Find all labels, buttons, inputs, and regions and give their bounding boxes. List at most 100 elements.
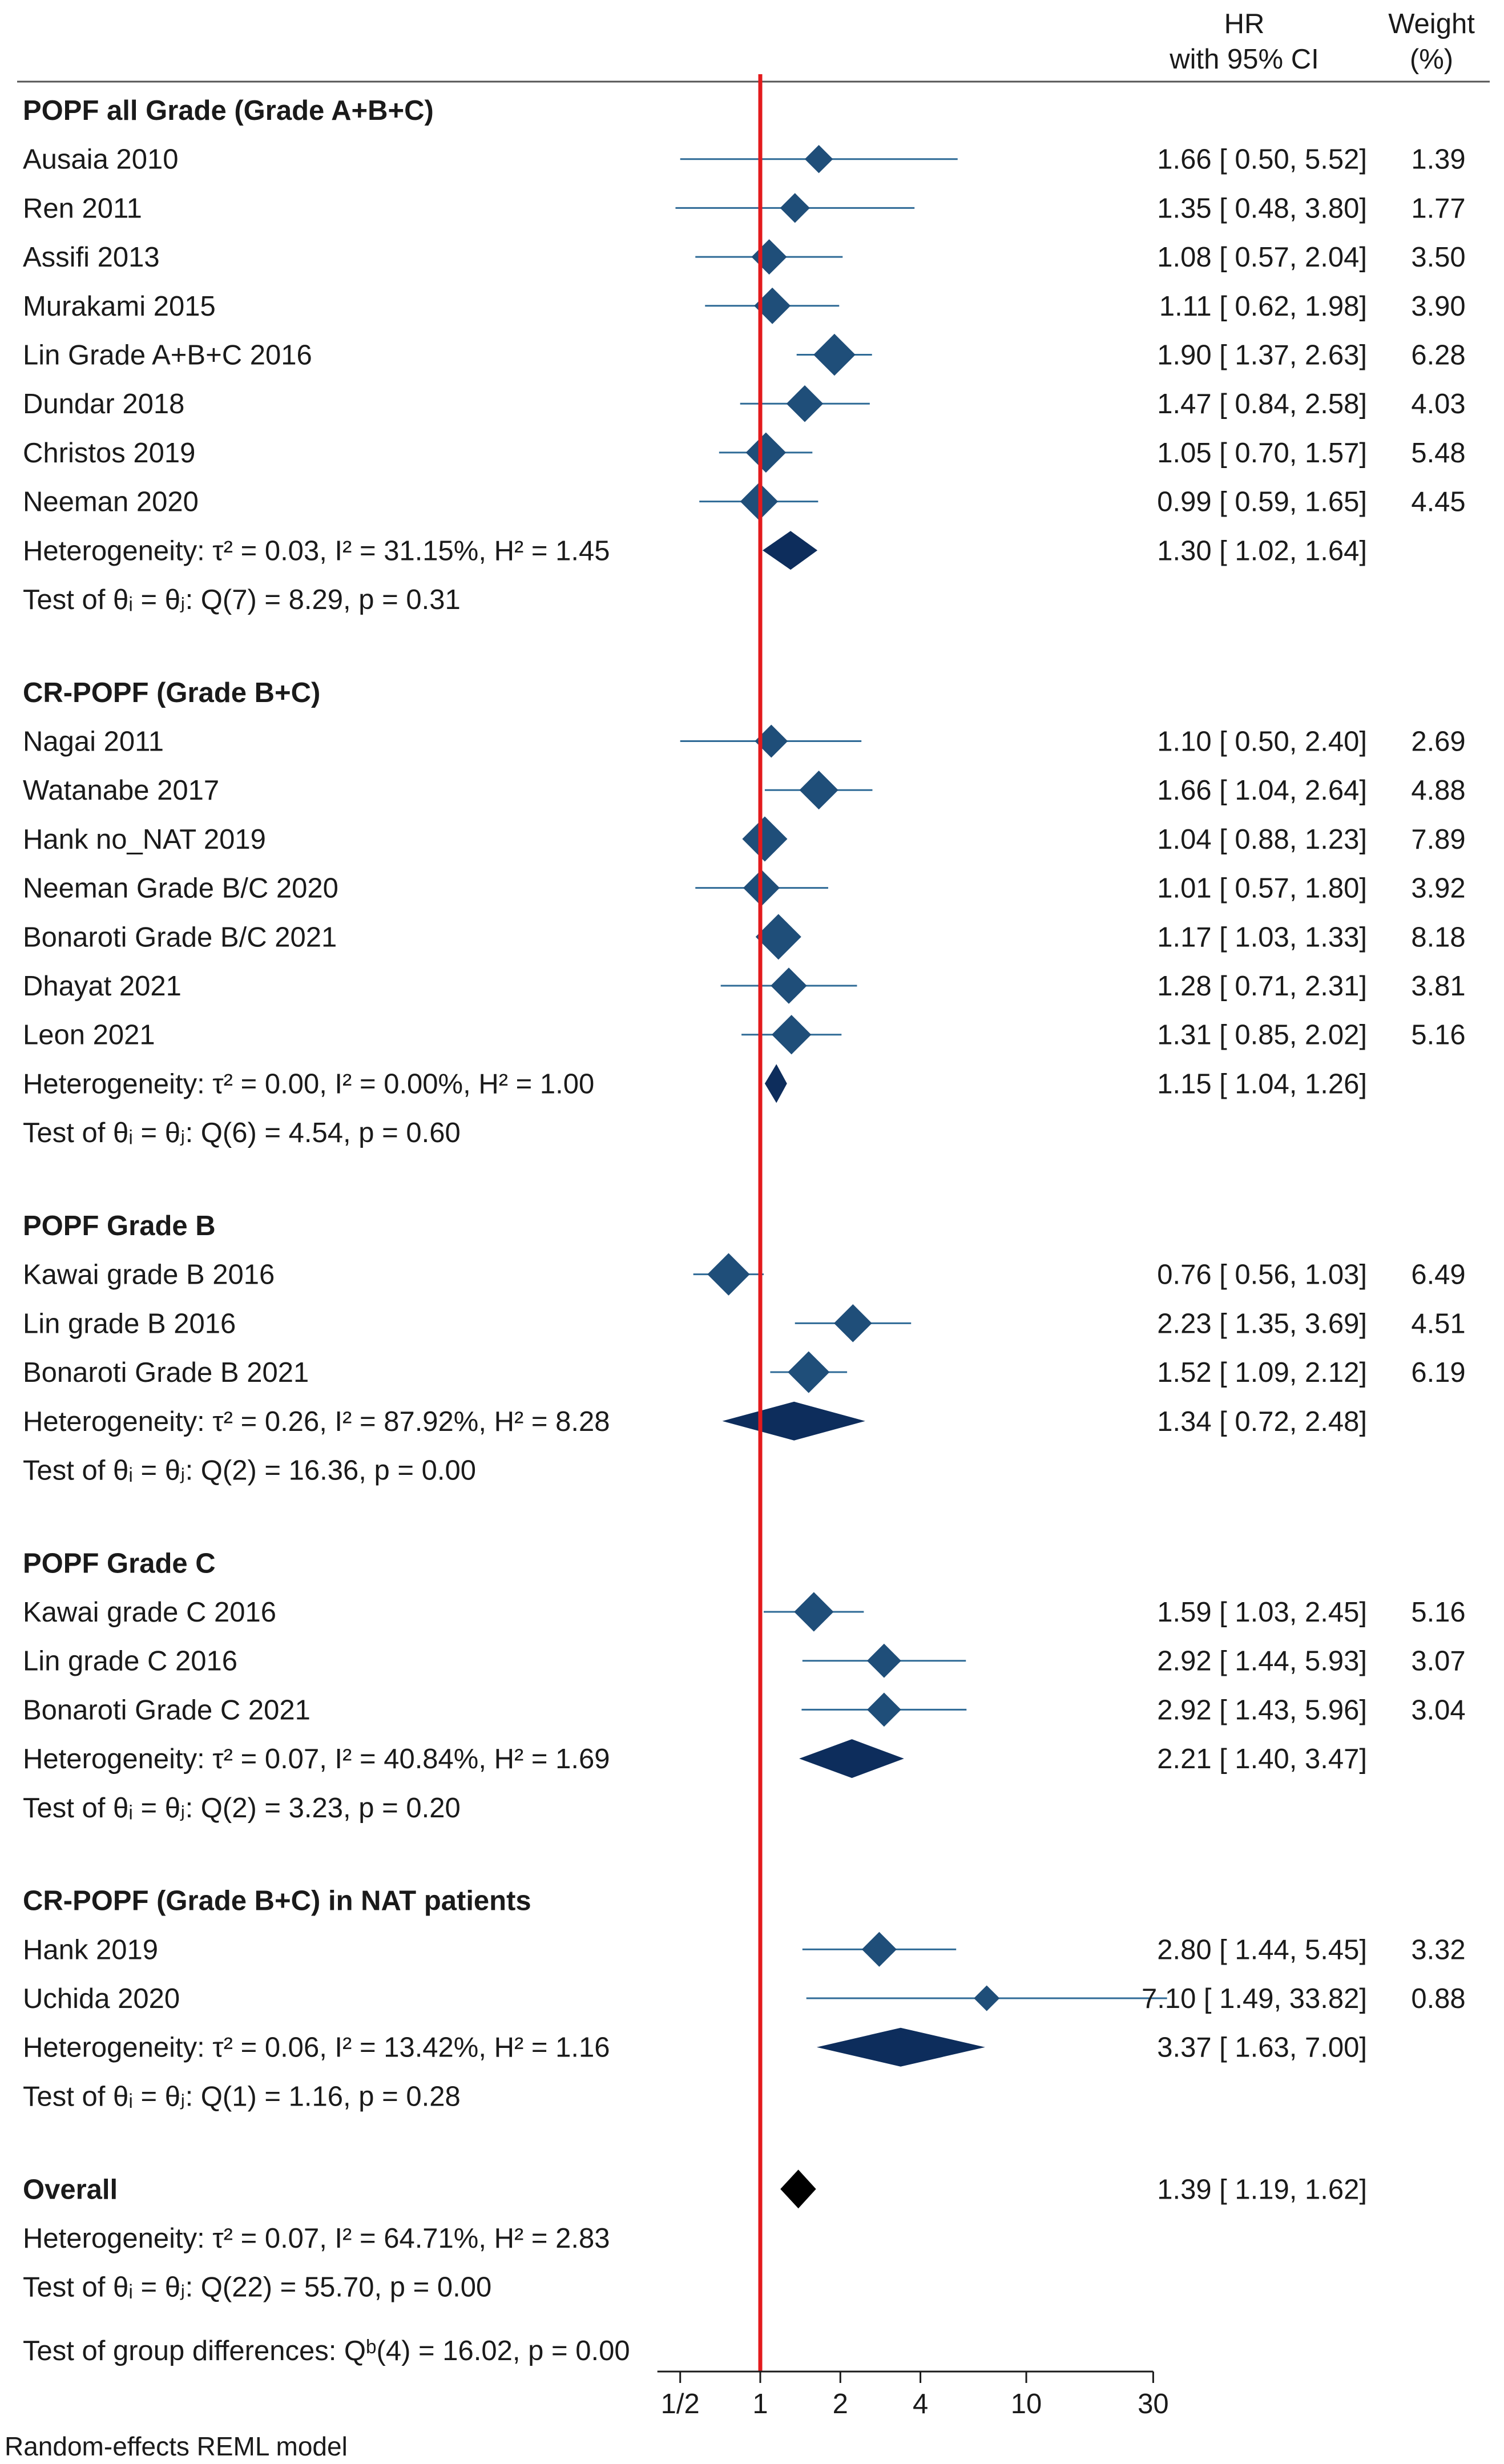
study-label: Dhayat 2021 (23, 971, 182, 1002)
hr-column-header-line2: with 95% CI (1169, 44, 1318, 75)
group-header: POPF Grade C (23, 1548, 216, 1579)
study-hr-ci: 0.76 [ 0.56, 1.03] (1157, 1260, 1367, 1291)
study-marker (771, 967, 807, 1004)
study-hr-ci: 1.01 [ 0.57, 1.80] (1157, 873, 1367, 904)
study-weight: 4.51 (1411, 1308, 1465, 1339)
group-pooled-hr-ci: 1.34 [ 0.72, 2.48] (1157, 1406, 1367, 1437)
group-pooled-hr-ci: 1.15 [ 1.04, 1.26] (1157, 1068, 1367, 1099)
weight-column-header-line2: (%) (1410, 44, 1453, 75)
study-label: Assifi 2013 (23, 242, 160, 273)
study-label: Bonaroti Grade B 2021 (23, 1357, 309, 1388)
group-heterogeneity: Heterogeneity: τ² = 0.26, I² = 87.92%, H… (23, 1406, 610, 1437)
study-hr-ci: 1.31 [ 0.85, 2.02] (1157, 1020, 1367, 1051)
group-pooled-hr-ci: 1.30 [ 1.02, 1.64] (1157, 535, 1367, 566)
study-weight: 8.18 (1411, 922, 1465, 953)
study-hr-ci: 2.92 [ 1.43, 5.96] (1157, 1695, 1367, 1725)
study-hr-ci: 1.28 [ 0.71, 2.31] (1157, 971, 1367, 1002)
study-hr-ci: 1.17 [ 1.03, 1.33] (1157, 922, 1367, 953)
study-label: Christos 2019 (23, 438, 195, 469)
study-label: Kawai grade B 2016 (23, 1260, 275, 1291)
group-header: POPF Grade B (23, 1211, 216, 1241)
study-hr-ci: 2.92 [ 1.44, 5.93] (1157, 1646, 1367, 1677)
group-pooled-diamond (722, 1401, 865, 1441)
group-pooled-hr-ci: 3.37 [ 1.63, 7.00] (1157, 2033, 1367, 2063)
study-hr-ci: 1.66 [ 0.50, 5.52] (1157, 144, 1367, 175)
study-label: Hank 2019 (23, 1934, 158, 1965)
x-tick-label: 1 (752, 2389, 768, 2419)
study-hr-ci: 1.04 [ 0.88, 1.23] (1157, 824, 1367, 855)
study-weight: 2.69 (1411, 727, 1465, 757)
study-weight: 7.89 (1411, 824, 1465, 855)
group-heterogeneity: Heterogeneity: τ² = 0.07, I² = 40.84%, H… (23, 1744, 610, 1775)
study-weight: 3.07 (1411, 1646, 1465, 1677)
study-label: Ren 2011 (23, 193, 142, 224)
study-label: Murakami 2015 (23, 291, 216, 322)
group-test: Test of θᵢ = θⱼ: Q(6) = 4.54, p = 0.60 (23, 1118, 461, 1148)
x-tick-label: 2 (833, 2389, 848, 2419)
study-weight: 3.32 (1411, 1934, 1465, 1965)
study-marker (794, 1592, 834, 1632)
study-marker (804, 144, 833, 174)
study-label: Lin grade B 2016 (23, 1308, 236, 1339)
group-header: CR-POPF (Grade B+C) in NAT patients (23, 1886, 531, 1917)
group-header: POPF all Grade (Grade A+B+C) (23, 95, 434, 126)
group-test: Test of θᵢ = θⱼ: Q(7) = 8.29, p = 0.31 (23, 584, 461, 615)
study-weight: 3.81 (1411, 971, 1465, 1002)
study-hr-ci: 0.99 [ 0.59, 1.65] (1157, 487, 1367, 518)
study-weight: 6.49 (1411, 1260, 1465, 1291)
study-weight: 5.48 (1411, 438, 1465, 469)
group-heterogeneity: Heterogeneity: τ² = 0.03, I² = 31.15%, H… (23, 535, 610, 566)
study-marker (772, 1015, 812, 1055)
study-hr-ci: 1.11 [ 0.62, 1.98] (1159, 291, 1367, 322)
study-marker (745, 432, 787, 473)
study-hr-ci: 1.66 [ 1.04, 2.64] (1157, 775, 1367, 806)
group-test: Test of θᵢ = θⱼ: Q(2) = 16.36, p = 0.00 (23, 1455, 476, 1486)
study-label: Neeman 2020 (23, 487, 199, 518)
x-tick-label: 10 (1011, 2389, 1042, 2419)
overall-label: Overall (23, 2174, 118, 2205)
study-hr-ci: 1.10 [ 0.50, 2.40] (1157, 727, 1367, 757)
study-marker (834, 1304, 872, 1342)
study-hr-ci: 1.47 [ 0.84, 2.58] (1157, 389, 1367, 420)
overall-diamond (780, 2169, 816, 2209)
study-marker (813, 333, 856, 376)
study-weight: 6.28 (1411, 340, 1465, 371)
study-weight: 3.92 (1411, 873, 1465, 904)
study-weight: 6.19 (1411, 1357, 1465, 1388)
study-weight: 3.04 (1411, 1695, 1465, 1725)
study-hr-ci: 7.10 [ 1.49, 33.82] (1142, 1983, 1367, 2014)
study-hr-ci: 1.08 [ 0.57, 2.04] (1157, 242, 1367, 273)
overall-heterogeneity: Heterogeneity: τ² = 0.07, I² = 64.71%, H… (23, 2223, 610, 2254)
study-weight: 5.16 (1411, 1597, 1465, 1628)
study-weight: 4.03 (1411, 389, 1465, 420)
study-marker (755, 724, 788, 758)
group-pooled-diamond (816, 2027, 985, 2067)
weight-column-header-line1: Weight (1388, 9, 1475, 39)
study-hr-ci: 2.23 [ 1.35, 3.69] (1157, 1308, 1367, 1339)
study-weight: 0.88 (1411, 1983, 1465, 2014)
study-marker (866, 1643, 901, 1678)
group-pooled-diamond (764, 1064, 787, 1103)
study-label: Bonaroti Grade B/C 2021 (23, 922, 337, 953)
study-hr-ci: 1.52 [ 1.09, 2.12] (1157, 1357, 1367, 1388)
group-pooled-hr-ci: 2.21 [ 1.40, 3.47] (1157, 1744, 1367, 1775)
study-marker (780, 193, 810, 223)
study-marker (786, 385, 824, 422)
study-marker (867, 1692, 901, 1727)
study-label: Ausaia 2010 (23, 144, 178, 175)
study-label: Lin Grade A+B+C 2016 (23, 340, 312, 371)
study-weight: 1.39 (1411, 144, 1465, 175)
study-weight: 5.16 (1411, 1020, 1465, 1051)
study-marker (751, 239, 787, 275)
group-test: Test of θᵢ = θⱼ: Q(2) = 3.23, p = 0.20 (23, 1793, 461, 1824)
study-hr-ci: 1.59 [ 1.03, 2.45] (1157, 1597, 1367, 1628)
study-weight: 1.77 (1411, 193, 1465, 224)
study-label: Watanabe 2017 (23, 775, 219, 806)
study-marker (707, 1253, 750, 1296)
study-label: Lin grade C 2016 (23, 1646, 237, 1677)
overall-test: Test of θᵢ = θⱼ: Q(22) = 55.70, p = 0.00 (23, 2272, 491, 2303)
study-label: Kawai grade C 2016 (23, 1597, 276, 1628)
study-weight: 3.50 (1411, 242, 1465, 273)
study-label: Neeman Grade B/C 2020 (23, 873, 338, 904)
